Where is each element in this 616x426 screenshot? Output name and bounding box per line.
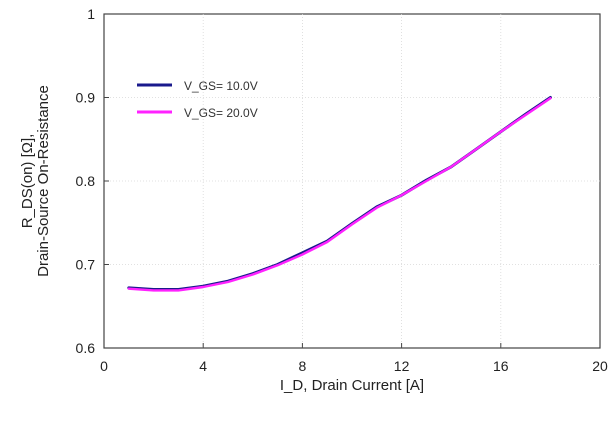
x-tick-label: 20 bbox=[592, 358, 608, 374]
x-tick-label: 16 bbox=[493, 358, 509, 374]
y-tick-label: 0.9 bbox=[76, 90, 96, 106]
x-axis-title: I_D, Drain Current [A] bbox=[280, 377, 424, 394]
y-tick-label: 1 bbox=[87, 6, 95, 22]
y-tick-label: 0.8 bbox=[76, 173, 96, 189]
x-tick-label: 4 bbox=[199, 358, 207, 374]
y-axis-title-line2: Drain-Source On-Resistance bbox=[35, 85, 52, 277]
x-tick-label: 0 bbox=[100, 358, 108, 374]
series-line-vgs-20v bbox=[127, 97, 552, 292]
x-tick-label: 12 bbox=[394, 358, 410, 374]
y-tick-label: 0.7 bbox=[76, 257, 96, 273]
legend-label-vgs-10v: V_GS= 10.0V bbox=[184, 79, 258, 93]
x-tick-label: 8 bbox=[299, 358, 307, 374]
y-axis-title-line1: R_DS(on) [Ω], bbox=[19, 134, 36, 229]
plot-area bbox=[103, 13, 601, 349]
series-lines bbox=[127, 96, 552, 292]
axis-ticks: 0 4 8 12 16 20 0.6 0.7 0.8 0.9 1 bbox=[76, 6, 608, 374]
legend-label-vgs-20v: V_GS= 20.0V bbox=[184, 106, 258, 120]
y-tick-label: 0.6 bbox=[76, 340, 96, 356]
legend: V_GS= 10.0V V_GS= 20.0V bbox=[137, 79, 258, 120]
